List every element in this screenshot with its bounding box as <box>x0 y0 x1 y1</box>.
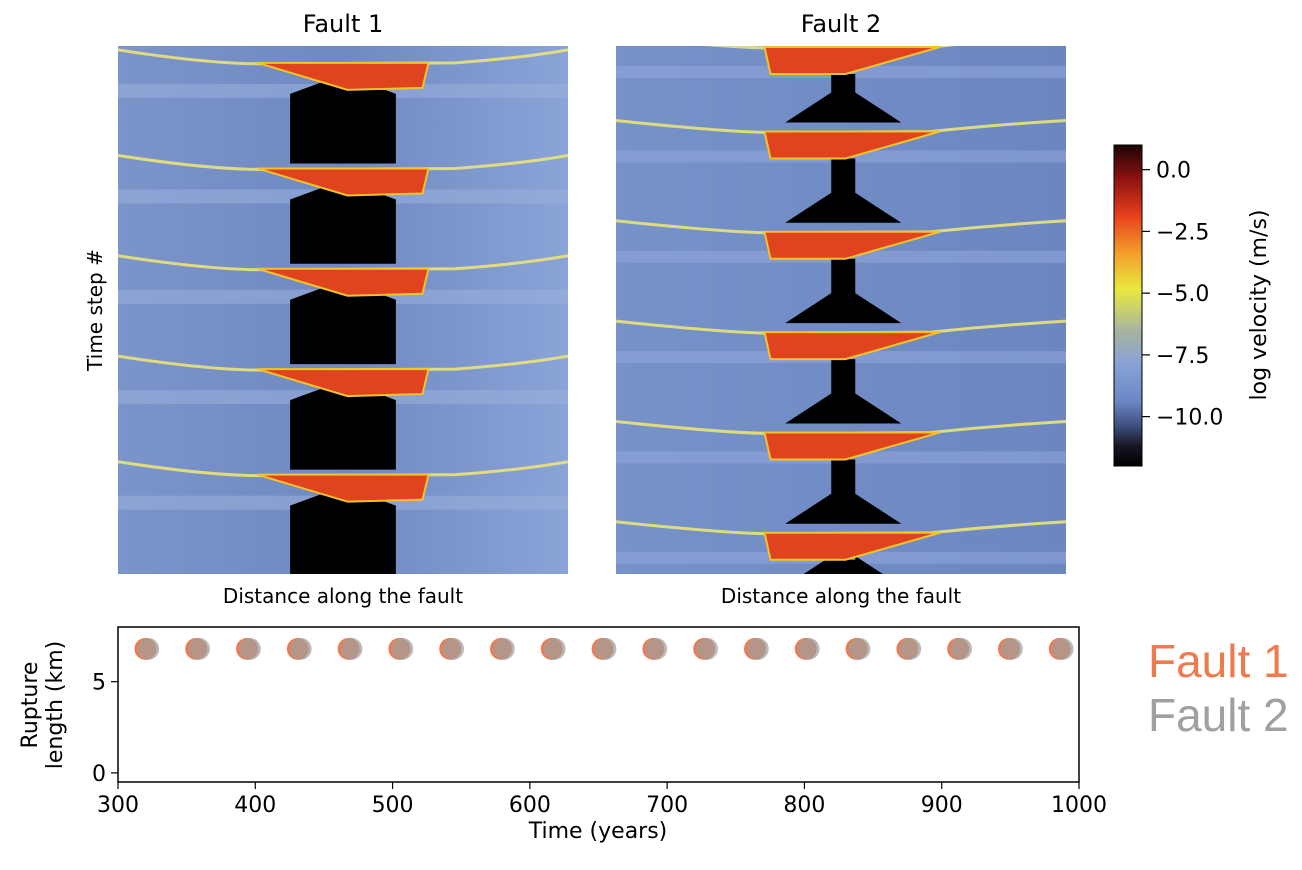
colorbar-tick-label: −10.0 <box>1156 406 1223 431</box>
rupture-zone-f2-1 <box>763 130 941 160</box>
heatmap-1-title: Fault 1 <box>303 10 384 38</box>
locked-zone-f1-1 <box>290 181 396 264</box>
scatter-ylabel-line-2: length (km) <box>43 641 68 769</box>
x-tick-label: 600 <box>509 793 551 818</box>
scatter-point-fault-2 <box>848 637 871 660</box>
heatmap-1-ylabel: Time step # <box>83 249 107 372</box>
scatter-point-fault-2 <box>137 637 160 660</box>
locked-zone-f1-3 <box>290 382 396 470</box>
scatter-point-fault-2 <box>746 637 769 660</box>
scatter-point-fault-2 <box>645 637 668 660</box>
scatter-xlabel: Time (years) <box>528 819 668 844</box>
rupture-zone-f2-5 <box>763 531 941 561</box>
scatter-point-fault-2 <box>238 637 261 660</box>
x-tick-label: 1000 <box>1051 793 1107 818</box>
y-tick-label: 0 <box>92 762 106 787</box>
scatter-point-fault-2 <box>594 637 617 660</box>
x-tick-label: 900 <box>921 793 963 818</box>
scatter-point-fault-2 <box>187 637 210 660</box>
locked-zone-f2-2 <box>785 258 902 324</box>
rupture-zone-f2-3 <box>763 331 941 361</box>
scatter-point-fault-2 <box>1000 637 1023 660</box>
colorbar-tick-label: −7.5 <box>1156 344 1209 369</box>
locked-zone-f2-4 <box>785 459 902 524</box>
locked-zone-f1-0 <box>290 75 396 164</box>
scatter-point-fault-2 <box>797 637 820 660</box>
colorbar-tick-label: −5.0 <box>1156 282 1209 307</box>
scatter-ylabel-line-1: Rupture <box>18 662 43 749</box>
colorbar-tick-label: 0.0 <box>1156 159 1191 184</box>
scatter-point-fault-2 <box>340 637 363 660</box>
scatter-point-fault-2 <box>492 637 515 660</box>
rupture-zone-f2-2 <box>763 230 941 260</box>
heatmap-2-title: Fault 2 <box>801 10 882 38</box>
scatter-point-fault-2 <box>949 637 972 660</box>
rupture-zone-f1-4 <box>257 473 430 503</box>
scatter-plot: 300 400 500 600 700 800 900 1000 0 5 Time (years… <box>18 626 1107 844</box>
locked-zone-f1-4 <box>290 487 396 574</box>
locked-zone-f2-0 <box>785 74 902 123</box>
y-tick-label: 5 <box>92 671 106 696</box>
x-tick-label: 800 <box>783 793 825 818</box>
colorbar-label: log velocity (m/s) <box>1247 210 1272 401</box>
rupture-zone-f2-0 <box>763 46 941 75</box>
heatmap-fault-1 <box>118 46 568 574</box>
heatmap-1-xlabel: Distance along the fault <box>223 584 463 608</box>
x-tick-label: 300 <box>97 793 139 818</box>
locked-zone-f1-2 <box>290 281 396 365</box>
legend-entry-fault-1: Fault 1 <box>1148 635 1289 687</box>
rupture-zone-f1-3 <box>257 368 430 398</box>
locked-zone-f2-3 <box>785 359 902 424</box>
colorbar-tick-label: −2.5 <box>1156 220 1209 245</box>
scatter-point-fault-2 <box>441 637 464 660</box>
scatter-point-fault-2 <box>899 637 922 660</box>
rupture-zone-f2-4 <box>763 431 941 461</box>
colorbar-gradient <box>1113 144 1143 467</box>
legend-entry-fault-2: Fault 2 <box>1148 689 1289 741</box>
rupture-zone-f1-0 <box>257 61 430 91</box>
x-tick-label: 400 <box>234 793 276 818</box>
scatter-point-fault-2 <box>543 637 566 660</box>
locked-zone-f2-5 <box>803 556 883 574</box>
x-tick-label: 700 <box>646 793 688 818</box>
heatmap-2-xlabel: Distance along the fault <box>721 584 961 608</box>
heatmap-fault-2 <box>616 46 1066 574</box>
scatter-point-fault-2 <box>695 637 718 660</box>
colorbar: 0.0 −2.5 −5.0 −7.5 −10.0 log velocity (m/s) <box>1113 144 1272 467</box>
locked-zone-f2-1 <box>785 158 902 223</box>
rupture-zone-f1-2 <box>257 267 430 297</box>
x-tick-label: 500 <box>372 793 414 818</box>
scatter-point-fault-2 <box>391 637 414 660</box>
scatter-point-fault-2 <box>1051 637 1074 660</box>
scatter-point-fault-2 <box>289 637 312 660</box>
rupture-zone-f1-1 <box>257 167 430 197</box>
